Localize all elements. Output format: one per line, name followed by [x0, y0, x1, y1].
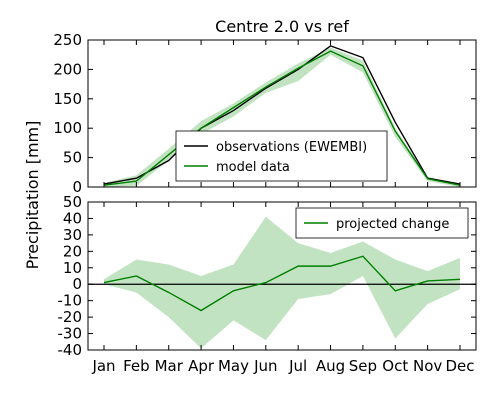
plot-frame [87, 39, 477, 188]
x-tick-label: Dec [445, 357, 474, 375]
x-tick-label: Mar [155, 357, 184, 375]
y-tick-label: 0 [72, 275, 82, 293]
legend-box [175, 130, 388, 182]
y-tick-label: 30 [63, 226, 82, 244]
chart-title: Centre 2.0 vs ref [215, 17, 349, 36]
legend-1: projected change [295, 207, 469, 239]
series-line-1-0 [103, 255, 461, 312]
x-tick-label: Feb [123, 357, 150, 375]
y-tick-label: -20 [58, 308, 83, 326]
x-tick-label: Jun [253, 357, 277, 375]
y-tick-label: 40 [63, 209, 82, 227]
y-tick-label: 50 [63, 149, 82, 167]
y-axis-label: Precipitation [mm] [23, 121, 42, 270]
series-line-0-0 [103, 45, 461, 185]
legend-label: observations (EWEMBI) [216, 140, 367, 155]
y-tick-label: 250 [53, 31, 82, 49]
y-tick-label: 100 [53, 119, 82, 137]
legend-label: model data [216, 160, 290, 175]
x-tick-label: Nov [413, 357, 442, 375]
series-line-0-1 [103, 50, 461, 186]
y-tick-label: 50 [63, 193, 82, 211]
y-tick-label: -30 [58, 325, 83, 343]
x-tick-label: Sep [349, 357, 377, 375]
x-tick-label: Jan [91, 357, 115, 375]
x-tick-label: Jul [288, 357, 307, 375]
legend-label: projected change [336, 217, 449, 232]
y-tick-label: 0 [72, 178, 82, 196]
x-tick-label: Apr [188, 357, 215, 375]
y-tick-label: 200 [53, 60, 82, 78]
x-tick-label: Aug [316, 357, 345, 375]
x-tick-label: Oct [382, 357, 408, 375]
y-tick-label: 150 [53, 90, 82, 108]
uncertainty-band-1-0 [104, 216, 460, 349]
y-tick-label: 10 [63, 259, 82, 277]
y-tick-label: -40 [58, 341, 83, 359]
y-tick-label: -10 [58, 292, 83, 310]
plot-frame [87, 201, 477, 351]
y-tick-label: 20 [63, 242, 82, 260]
x-tick-label: May [218, 357, 249, 375]
top-panel: 0 50 100 150 200 250 observations (EWEMBI) mode… [53, 31, 477, 196]
legend-0: observations (EWEMBI) model data [175, 130, 388, 182]
x-axis-tick-labels: Jan Feb Mar Apr May Jun Jul Aug Sep Oct Nov Dec [91, 357, 474, 375]
